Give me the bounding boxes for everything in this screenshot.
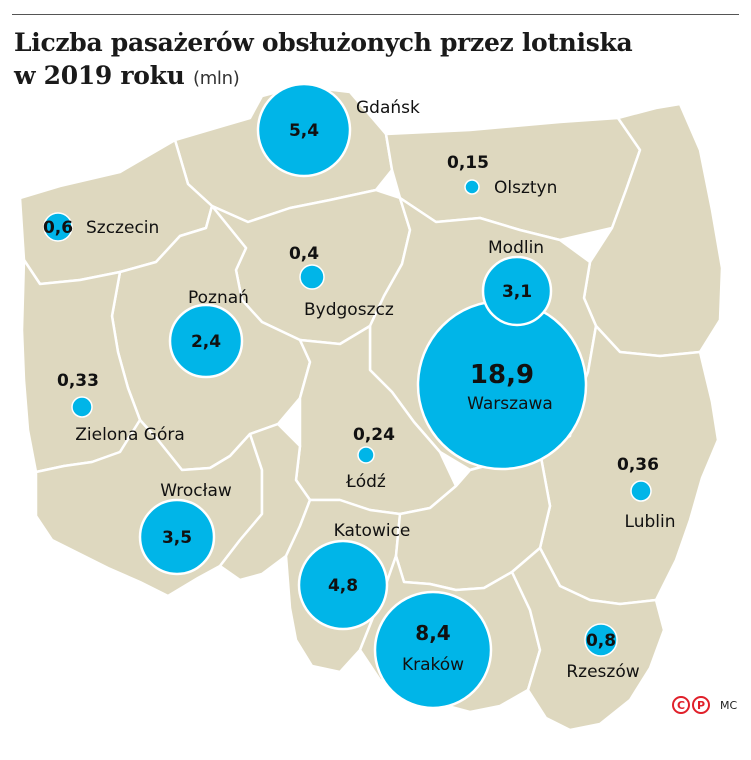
value-zielona-gora: 0,33 [57,371,99,391]
region-opolskie [218,422,312,582]
value-olsztyn: 0,15 [447,153,489,173]
bubble-zielona-gora [71,396,93,418]
label-lublin: Lublin [625,512,676,532]
bubble-gdansk [256,82,352,178]
value-gdansk: 5,4 [289,121,319,141]
value-modlin: 3,1 [502,282,532,302]
credit: C P MC [672,694,737,716]
bubble-katowice [297,539,389,631]
top-rule [12,14,739,15]
value-wroclaw: 3,5 [162,528,192,548]
label-katowice: Katowice [334,521,411,541]
author-initials: MC [720,698,738,712]
label-gdansk: Gdańsk [356,98,420,118]
label-bydgoszcz: Bydgoszcz [304,300,394,320]
label-wroclaw: Wrocław [160,481,232,501]
label-warszawa: Warszawa [467,394,553,414]
bubble-rzeszow [584,623,618,657]
label-krakow: Kraków [402,655,464,675]
bubble-bydgoszcz [299,264,325,290]
value-warszawa: 18,9 [470,360,534,390]
value-katowice: 4,8 [328,576,358,596]
label-szczecin: Szczecin [86,218,159,238]
value-rzeszow: 0,8 [586,631,616,651]
bubble-krakow [373,590,493,710]
value-lodz: 0,24 [353,425,395,445]
label-zielona-gora: Zielona Góra [75,425,185,445]
bubble-poznan [168,303,244,379]
label-lodz: Łódź [345,472,386,492]
bubble-modlin [481,255,553,327]
map-title: Liczba pasażerów obsłużonych przez lotni… [14,26,714,95]
label-modlin: Modlin [488,238,544,258]
value-szczecin: 0,6 [43,218,73,238]
copyright-icon: C [672,696,690,714]
label-rzeszow: Rzeszów [566,662,639,682]
title-unit: (mln) [192,68,240,89]
value-poznan: 2,4 [191,332,221,352]
bubble-szczecin [43,212,73,242]
label-poznan: Poznań [188,288,249,308]
bubble-olsztyn [464,179,480,195]
label-olsztyn: Olsztyn [494,178,557,198]
title-year: w 2019 roku [14,61,185,90]
voivodeship-regions [18,84,724,732]
bubble-lublin [630,480,652,502]
value-bydgoszcz: 0,4 [289,244,319,264]
value-lublin: 0,36 [617,455,659,475]
bubble-wroclaw [138,498,216,576]
title-line-1: Liczba pasażerów obsłużonych przez lotni… [14,28,633,57]
value-krakow: 8,4 [415,621,450,645]
title-line-2: w 2019 roku (mln) [14,59,714,95]
bubble-lodz [357,446,375,464]
airport-bubbles: 18,9 Warszawa 8,4 Kraków 5,4 Gdańsk 4,8 Katowic… [43,82,676,710]
photo-credit-icon: P [692,696,710,714]
